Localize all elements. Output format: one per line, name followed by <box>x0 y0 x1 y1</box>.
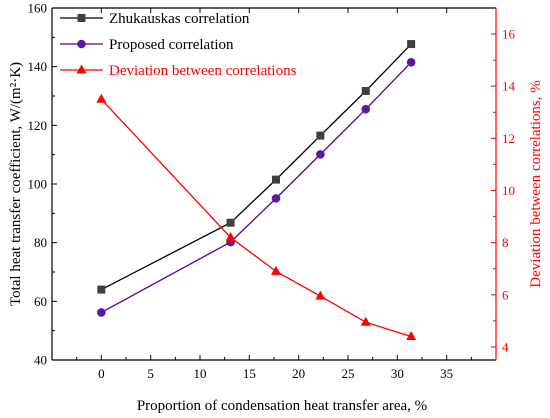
y-left-tick-label: 140 <box>28 59 48 74</box>
legend-marker <box>76 64 87 74</box>
x-axis-title: Proportion of condensation heat transfer… <box>137 398 427 414</box>
data-point <box>225 231 236 241</box>
x-tick-label: 20 <box>292 366 305 381</box>
data-point <box>316 150 325 159</box>
data-point <box>97 285 106 294</box>
legend-item: Deviation between correlations <box>60 63 297 79</box>
y-left-tick-label: 40 <box>34 353 47 368</box>
data-point <box>316 131 325 140</box>
data-point <box>315 290 326 300</box>
data-point <box>360 316 371 326</box>
data-point <box>271 194 281 203</box>
y-right-tick-label: 12 <box>502 131 515 146</box>
y-right-ticks: 4 6 8 10 12 14 16 <box>491 27 516 354</box>
x-tick-label: 30 <box>391 366 404 381</box>
x-tick-label: 25 <box>342 366 355 381</box>
legend-label: Zhukauskas correlation <box>109 11 250 27</box>
data-point <box>361 87 370 96</box>
data-point <box>96 93 107 103</box>
data-point <box>226 218 235 227</box>
legend-label: Proposed correlation <box>109 37 234 53</box>
series-1 <box>97 40 416 294</box>
series-line <box>101 61 412 314</box>
y-left-tick-label: 120 <box>28 118 48 133</box>
data-point <box>406 331 417 341</box>
data-point <box>270 265 281 275</box>
y-left-tick-label: 100 <box>28 177 48 192</box>
x-tick-label: 5 <box>147 366 154 381</box>
legend-marker <box>77 14 86 22</box>
legend-item: Proposed correlation <box>60 37 234 53</box>
y-left-ticks: 40 60 80 100 120 140 160 <box>28 1 57 368</box>
data-point <box>97 308 106 317</box>
series-2 <box>97 57 416 317</box>
y-right-tick-label: 4 <box>502 339 509 354</box>
legend-label: Deviation between correlations <box>109 63 297 79</box>
y-right-tick-label: 14 <box>502 79 516 94</box>
x-tick-label: 15 <box>243 366 256 381</box>
plot-area: 0 5 10 15 20 25 30 35 40 60 80 100 120 140 160 4 6 8 10 12 1… <box>8 1 544 415</box>
data-point <box>271 175 280 184</box>
data-point <box>407 40 416 49</box>
x-tick-label: 35 <box>440 366 453 381</box>
y-right-tick-label: 10 <box>502 183 515 198</box>
y-right-axis-title: Deviation between correlations, % <box>528 80 544 287</box>
x-tick-label: 0 <box>98 366 105 381</box>
legend: Zhukauskas correlation Proposed correlati… <box>60 11 297 79</box>
x-tick-label: 10 <box>194 366 207 381</box>
y-left-tick-label: 60 <box>34 294 47 309</box>
y-left-tick-label: 160 <box>28 1 48 16</box>
legend-marker <box>77 39 86 49</box>
y-right-tick-label: 6 <box>502 287 509 302</box>
series-3 <box>96 93 417 341</box>
series-line <box>100 98 412 338</box>
legend-item: Zhukauskas correlation <box>60 11 250 27</box>
data-point <box>406 57 416 67</box>
y-right-tick-label: 16 <box>502 27 516 42</box>
series-line <box>101 43 412 291</box>
x-ticks: 0 5 10 15 20 25 30 35 <box>76 8 472 381</box>
y-left-tick-label: 80 <box>34 235 47 250</box>
y-left-axis-title: Total heat transfer coefficient, W/(m²·K… <box>8 62 24 306</box>
y-right-tick-label: 8 <box>502 235 509 250</box>
data-point <box>361 104 371 114</box>
